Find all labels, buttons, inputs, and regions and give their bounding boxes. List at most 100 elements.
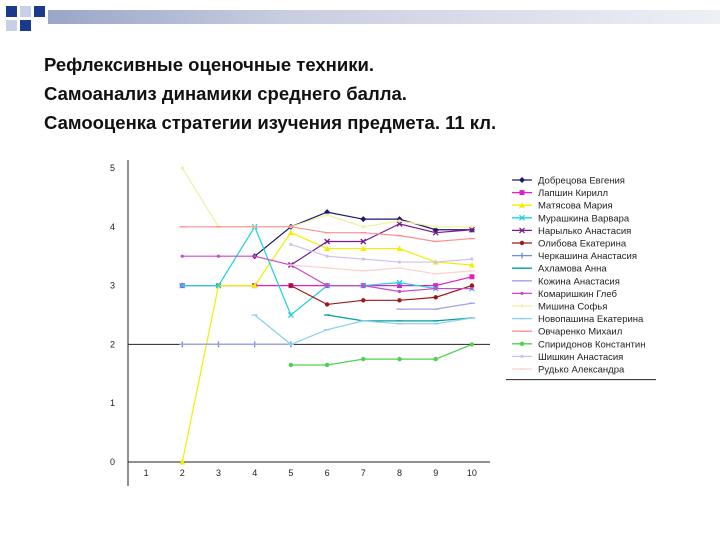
- data-point: [289, 242, 293, 247]
- x-tick-label: 10: [467, 468, 477, 478]
- legend-marker: [519, 190, 525, 196]
- data-point: [397, 289, 402, 294]
- legend-entry: Ахламова Анна: [538, 264, 607, 275]
- data-point: [396, 216, 403, 223]
- data-point: [397, 260, 402, 264]
- series-line: [290, 343, 473, 366]
- data-point: [470, 225, 474, 229]
- data-point: [180, 166, 184, 170]
- x-tick-label: 3: [216, 468, 221, 478]
- legend-entry: Лапшин Кирилл: [538, 188, 608, 199]
- legend-entry: Овчаренко Михаил: [538, 327, 622, 338]
- data-point: [469, 283, 475, 288]
- data-point: [325, 254, 329, 258]
- data-point: [396, 245, 403, 252]
- line-chart: 0 1 2 3 4 5 1 2 3 4 5 6 7 8 9 10 Добрецова Евгения Лапшин…: [98, 150, 668, 490]
- data-point: [287, 312, 294, 318]
- data-point: [324, 209, 331, 216]
- data-point: [469, 342, 475, 347]
- data-point: [396, 220, 403, 227]
- data-point: [470, 257, 474, 261]
- data-point: [324, 302, 330, 307]
- data-point: [469, 274, 475, 280]
- data-point: [180, 254, 184, 258]
- data-point: [434, 260, 438, 264]
- series-line: [327, 314, 472, 322]
- series-line: [254, 314, 472, 346]
- data-point: [433, 356, 438, 362]
- legend-entry: Новопашина Екатерина: [538, 314, 644, 325]
- data-point: [251, 282, 258, 289]
- legend-marker: [519, 341, 525, 346]
- legend-entry: Спиридонов Константин: [538, 339, 645, 350]
- y-tick-label: 0: [110, 457, 115, 467]
- x-tick-label: 7: [361, 468, 366, 478]
- data-point: [432, 229, 439, 236]
- data-point: [253, 254, 257, 258]
- x-tick-label: 5: [288, 468, 293, 478]
- data-point: [360, 238, 367, 245]
- data-point: [179, 282, 186, 289]
- data-point: [360, 245, 367, 252]
- series-line: [290, 243, 472, 263]
- data-point: [324, 245, 331, 252]
- data-point: [396, 279, 403, 286]
- series-line: [290, 285, 473, 306]
- series-line: [290, 264, 472, 275]
- legend-marker: [519, 240, 525, 246]
- data-point: [288, 362, 294, 368]
- legend-entry: Черкашина Анастасия: [538, 251, 637, 262]
- y-tick-label: 4: [110, 222, 115, 232]
- data-point: [434, 286, 438, 291]
- data-point: [288, 283, 294, 288]
- x-tick-label: 6: [325, 468, 330, 478]
- x-tick-label: 8: [397, 468, 402, 478]
- legend-entry: Рудько Александра: [538, 365, 625, 376]
- data-point: [325, 213, 329, 217]
- series-line: [399, 302, 472, 310]
- legend-entry: Шишкин Анастасия: [538, 352, 623, 363]
- data-point: [470, 286, 474, 291]
- series-line: [290, 223, 472, 266]
- data-point: [361, 356, 366, 362]
- legend-marker: [520, 304, 524, 308]
- slide-title: Рефлексивные оценочные техники. Самоанал…: [44, 54, 497, 133]
- data-point: [324, 238, 331, 245]
- y-tick-label: 2: [110, 339, 115, 349]
- data-point: [468, 226, 475, 233]
- data-point: [215, 282, 222, 289]
- data-point: [361, 225, 365, 229]
- data-point: [433, 283, 439, 289]
- data-point: [361, 298, 366, 303]
- legend-entry: Мурашкина Варвара: [538, 213, 630, 224]
- data-point: [361, 257, 365, 261]
- legend-entry: Матясова Мария: [538, 201, 613, 212]
- legend-entry: Добрецова Евгения: [538, 176, 625, 187]
- x-tick-label: 4: [252, 468, 257, 478]
- y-tick-label: 5: [110, 163, 115, 173]
- data-point: [434, 225, 438, 229]
- series-line: [181, 231, 472, 463]
- data-point: [468, 262, 475, 268]
- legend-marker: [519, 177, 525, 183]
- legend-entry: Кожина Анастасия: [538, 276, 620, 287]
- data-point: [397, 356, 402, 362]
- legend-marker: [520, 354, 524, 358]
- legend-marker: [520, 291, 524, 295]
- series-line: [182, 226, 472, 243]
- data-point: [179, 459, 186, 465]
- data-point: [324, 362, 330, 368]
- legend-marker: [519, 227, 525, 234]
- series-line: [181, 167, 472, 228]
- x-tick-label: 9: [433, 468, 438, 478]
- y-tick-label: 3: [110, 281, 115, 291]
- corner-squares-decoration: [0, 0, 720, 34]
- data-point: [397, 283, 402, 289]
- data-point: [325, 284, 329, 288]
- legend-entry: Нарылько Анастасия: [538, 226, 631, 237]
- legend-entry: Комаришкин Глеб: [538, 289, 618, 300]
- legend-entry: Олибова Екатерина: [538, 239, 627, 250]
- y-tick-label: 1: [110, 398, 115, 408]
- x-tick-label: 1: [144, 468, 149, 478]
- x-tick-label: 2: [180, 468, 185, 478]
